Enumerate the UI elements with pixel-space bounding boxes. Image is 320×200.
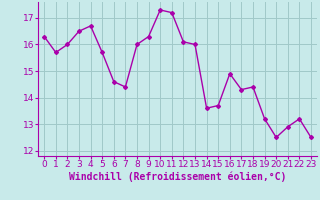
X-axis label: Windchill (Refroidissement éolien,°C): Windchill (Refroidissement éolien,°C) (69, 172, 286, 182)
